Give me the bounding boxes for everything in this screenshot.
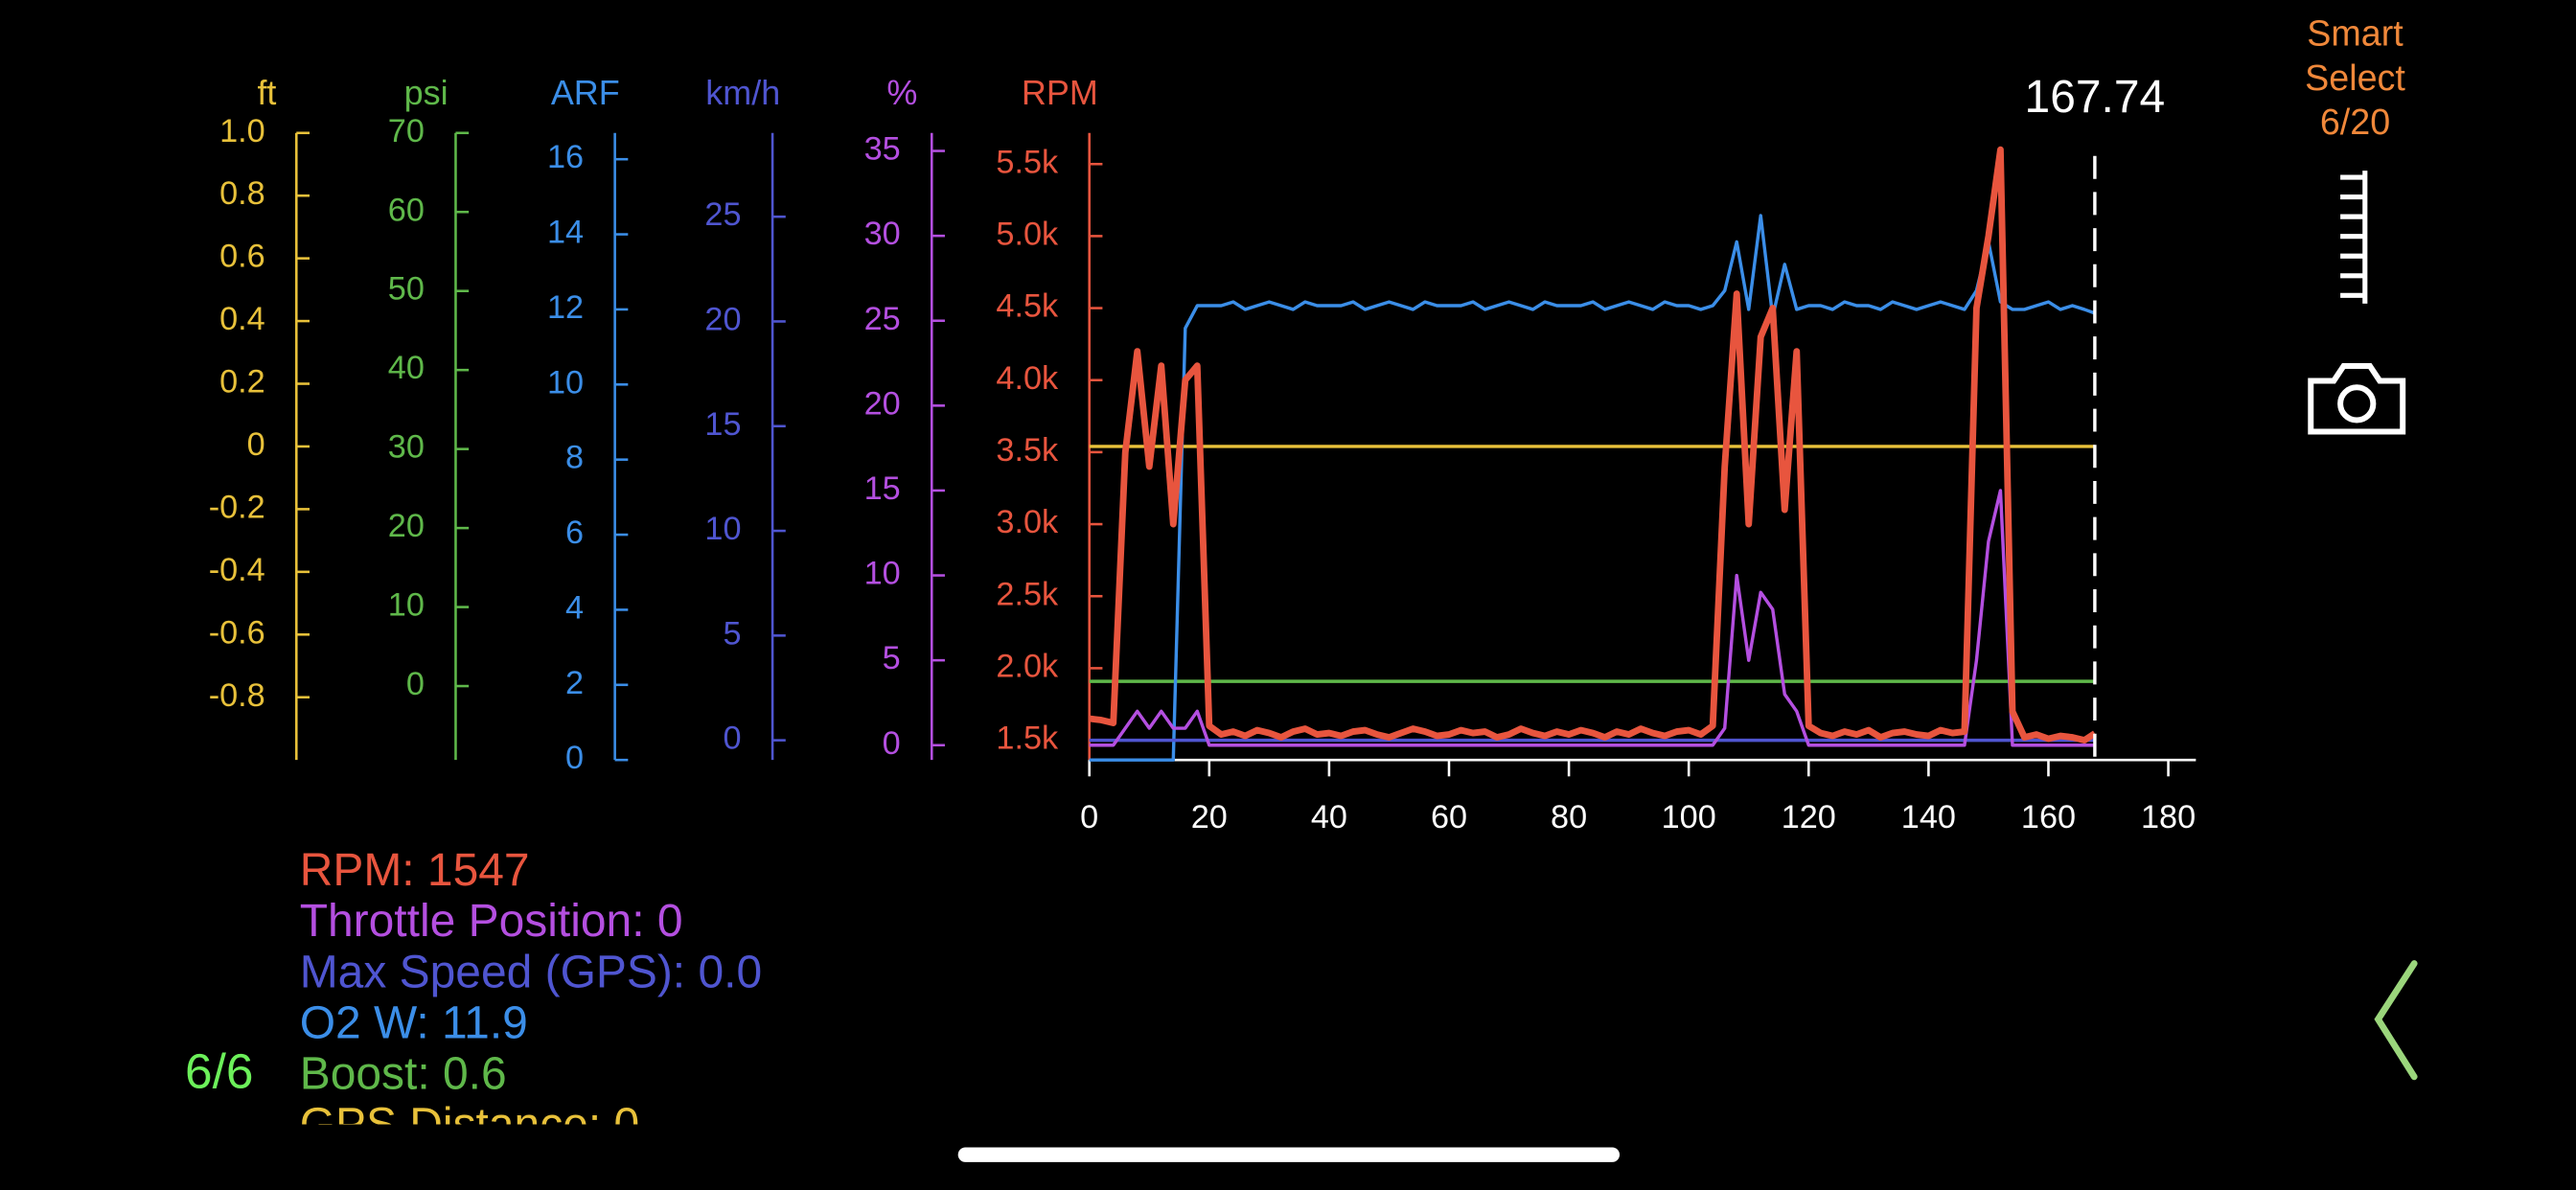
home-indicator[interactable] <box>957 1147 1621 1162</box>
axis-label: psi <box>404 73 448 112</box>
x-tick-label: 20 <box>1191 799 1228 835</box>
page-counter[interactable]: 6/6 <box>185 1043 253 1099</box>
y-tick-label: 0 <box>406 666 425 702</box>
y-tick-label: 0 <box>247 426 265 463</box>
y-tick-label: 2.0k <box>996 648 1059 684</box>
y-tick-label: 4.0k <box>996 360 1059 397</box>
readout-line: O2 W: 11.9 <box>300 997 528 1048</box>
y-tick-label: 3.5k <box>996 432 1059 469</box>
y-tick-label: 10 <box>704 511 741 547</box>
y-tick-label: -0.6 <box>209 614 265 651</box>
y-tick-label: 30 <box>388 429 425 466</box>
y-tick-label: 5.5k <box>996 144 1059 180</box>
x-tick-label: 180 <box>2141 799 2196 835</box>
x-tick-label: 100 <box>1662 799 1716 835</box>
y-tick-label: 20 <box>704 302 741 338</box>
y-tick-label: 40 <box>388 350 425 386</box>
y-tick-label: -0.4 <box>209 552 265 588</box>
y-tick-label: 15 <box>864 470 901 507</box>
x-tick-label: 0 <box>1080 799 1098 835</box>
axis-label: RPM <box>1022 73 1098 112</box>
y-tick-label: 10 <box>547 364 584 400</box>
x-tick-label: 120 <box>1782 799 1836 835</box>
camera-icon[interactable] <box>2308 363 2406 435</box>
y-tick-label: 10 <box>388 587 425 624</box>
y-tick-label: 0 <box>565 740 584 776</box>
y-tick-label: -0.8 <box>209 677 265 714</box>
y-tick-label: 0.4 <box>219 301 265 337</box>
readout-line: Throttle Position: 0 <box>300 896 683 947</box>
axis-label: ft <box>257 73 276 112</box>
y-tick-label: 2 <box>565 665 584 701</box>
readout-line: Boost: 0.6 <box>300 1048 507 1099</box>
y-tick-label: 12 <box>547 289 584 326</box>
y-tick-label: 60 <box>388 192 425 228</box>
y-tick-label: 20 <box>864 385 901 422</box>
axis-label: ARF <box>551 73 620 112</box>
axis-label: % <box>886 73 917 112</box>
y-tick-label: 4 <box>565 589 584 626</box>
axis-label: km/h <box>705 73 780 112</box>
y-tick-label: 25 <box>704 196 741 233</box>
readout-line: GPS Distance: 0 <box>300 1100 639 1151</box>
smart-select-label[interactable]: Smart <box>2307 13 2404 54</box>
y-tick-label: 1.5k <box>996 721 1059 757</box>
y-tick-label: 5 <box>723 615 741 652</box>
smart-select-label[interactable]: Select <box>2305 57 2405 98</box>
series-line <box>1089 214 2096 762</box>
y-tick-label: 0.8 <box>219 175 265 212</box>
x-tick-label: 160 <box>2021 799 2076 835</box>
series-line <box>1089 489 2095 747</box>
y-tick-label: 4.5k <box>996 288 1059 325</box>
smart-select-label[interactable]: 6/20 <box>2320 102 2390 142</box>
y-tick-label: 30 <box>864 216 901 252</box>
y-tick-label: 2.5k <box>996 576 1059 612</box>
cursor-label: 167.74 <box>2025 72 2166 123</box>
y-tick-label: 15 <box>704 406 741 443</box>
ruler-icon[interactable] <box>2340 171 2368 304</box>
y-tick-label: 8 <box>565 440 584 476</box>
y-tick-label: 35 <box>864 131 901 168</box>
back-chevron[interactable] <box>2374 960 2418 1081</box>
y-tick-label: 1.0 <box>219 113 265 149</box>
x-tick-label: 140 <box>1901 799 1956 835</box>
y-tick-label: 0 <box>723 721 741 757</box>
y-tick-label: 5 <box>883 640 901 676</box>
x-tick-label: 80 <box>1551 799 1587 835</box>
y-tick-label: 5.0k <box>996 216 1059 252</box>
y-tick-label: 50 <box>388 271 425 308</box>
y-tick-label: 10 <box>864 556 901 592</box>
y-tick-label: 70 <box>388 113 425 149</box>
x-tick-label: 60 <box>1431 799 1467 835</box>
y-tick-label: 0.6 <box>219 239 265 275</box>
y-tick-label: 25 <box>864 301 901 337</box>
y-tick-label: -0.2 <box>209 489 265 525</box>
readout-line: Max Speed (GPS): 0.0 <box>300 947 762 997</box>
readout-line: RPM: 1547 <box>300 845 530 896</box>
smart-select[interactable]: Smart Select 6/20 <box>2305 13 2405 143</box>
y-tick-label: 16 <box>547 139 584 175</box>
x-tick-label: 40 <box>1311 799 1347 835</box>
y-tick-label: 20 <box>388 508 425 544</box>
y-tick-label: 14 <box>547 215 584 251</box>
y-tick-label: 3.0k <box>996 504 1059 540</box>
y-tick-label: 0 <box>883 725 901 762</box>
series-line <box>1089 146 2097 744</box>
y-tick-label: 0.2 <box>219 364 265 400</box>
y-tick-label: 6 <box>565 515 584 551</box>
